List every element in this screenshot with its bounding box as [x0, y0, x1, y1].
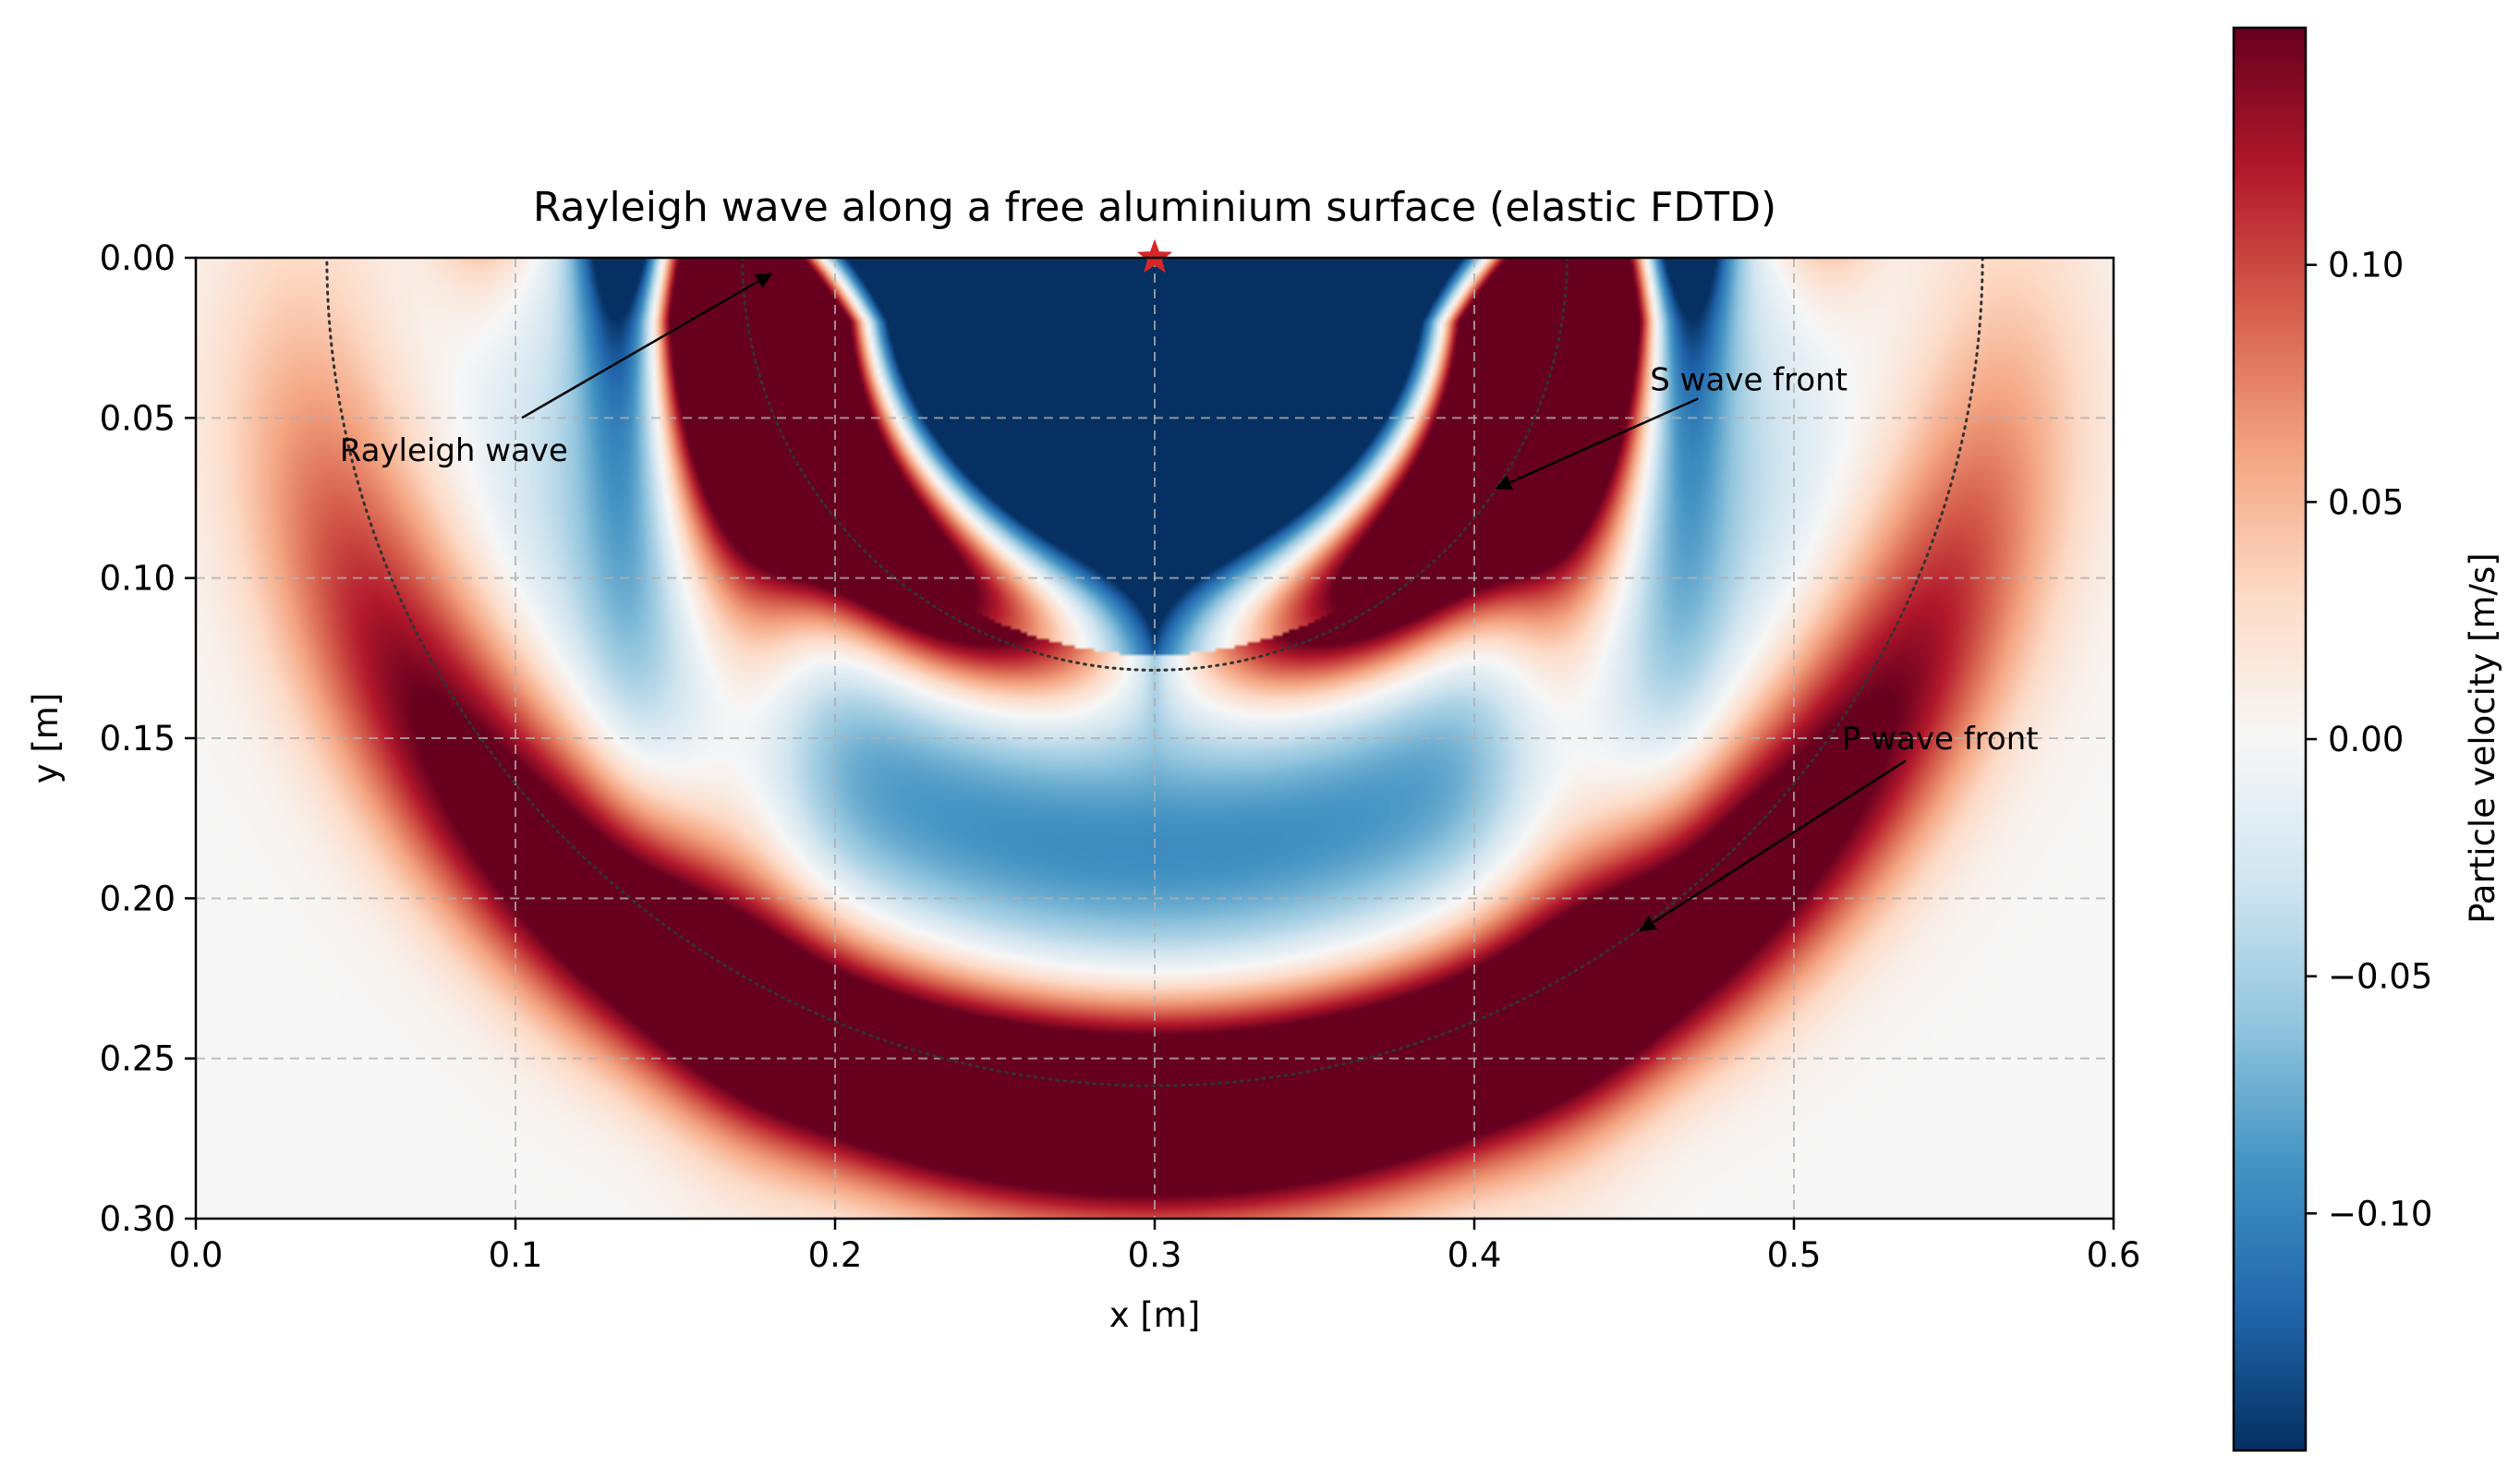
annotations: Rayleigh wave S wave front P wave front — [340, 273, 2039, 932]
x-tick-label: 0.1 — [489, 1235, 543, 1275]
wavefront-circle — [325, 258, 1984, 1087]
annotation-label: Rayleigh wave — [340, 432, 568, 469]
x-tick-label: 0.2 — [808, 1235, 863, 1275]
x-tick-label: 0.5 — [1767, 1235, 1822, 1275]
x-tick-label: 0.3 — [1128, 1235, 1182, 1275]
y-tick-label: 0.20 — [100, 879, 176, 918]
colorbar-tick-label: 0.00 — [2328, 720, 2404, 759]
annotation-arrow — [1495, 397, 1699, 491]
wavefront-circles — [325, 258, 1984, 1087]
colorbar-tick-label: −0.10 — [2328, 1194, 2432, 1233]
colorbar-ticks: 0.10 0.05 0.00 −0.05 −0.10 — [2306, 246, 2432, 1233]
annotation-label: P wave front — [1842, 721, 2039, 758]
y-axis-label: y [m] — [26, 693, 66, 784]
colorbar-tick-label: 0.05 — [2328, 482, 2404, 522]
y-tick-label: 0.25 — [100, 1039, 176, 1079]
x-tick-label: 0.0 — [169, 1235, 224, 1275]
y-tick-label: 0.00 — [100, 238, 176, 278]
annotation-arrow — [1639, 759, 1907, 932]
x-tick-label: 0.4 — [1448, 1235, 1502, 1275]
y-tick-label: 0.05 — [100, 398, 176, 438]
grid-lines — [196, 258, 2114, 1219]
chart-title: Rayleigh wave along a free aluminium sur… — [533, 184, 1776, 231]
x-tick-label: 0.6 — [2087, 1235, 2141, 1275]
source-star-marker — [1136, 238, 1173, 273]
colorbar — [2232, 26, 2308, 1452]
y-tick-label: 0.30 — [100, 1199, 176, 1239]
colorbar-label: Particle velocity [m/s] — [2463, 552, 2502, 924]
source-layer — [1136, 238, 1173, 273]
annotation-arrow — [521, 273, 773, 419]
annotation-label: S wave front — [1650, 362, 1848, 399]
colorbar-tick-label: −0.05 — [2328, 957, 2432, 997]
x-axis-ticks: 0.0 0.1 0.2 0.3 0.4 0.5 0.6 — [169, 1219, 2141, 1275]
y-tick-label: 0.15 — [100, 719, 176, 759]
y-tick-label: 0.10 — [100, 559, 176, 599]
colorbar-tick-label: 0.10 — [2328, 246, 2404, 285]
x-axis-label: x [m] — [1109, 1295, 1201, 1335]
y-axis-ticks: 0.00 0.05 0.10 0.15 0.20 0.25 0.30 — [100, 238, 196, 1239]
